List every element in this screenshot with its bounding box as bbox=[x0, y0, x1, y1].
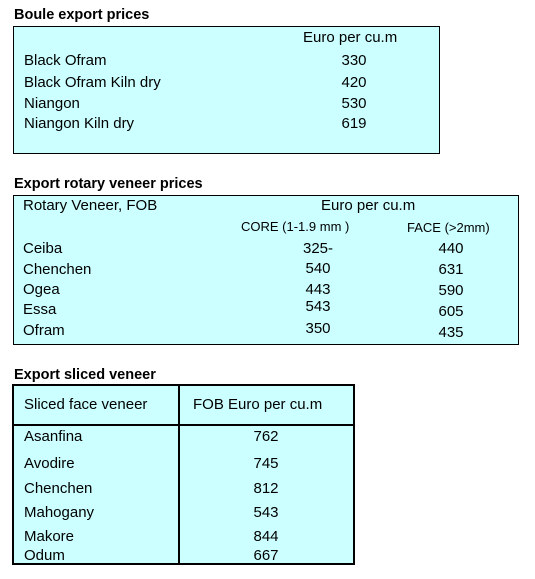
sliced-header-divider bbox=[14, 424, 353, 426]
rotary-row-core: 350 bbox=[305, 320, 331, 337]
boule-row-name: Black Ofram bbox=[24, 52, 107, 69]
rotary-row-core: 443 bbox=[305, 281, 331, 298]
sliced-row-name: Avodire bbox=[24, 455, 75, 472]
rotary-row-core: 325- bbox=[302, 240, 334, 257]
sliced-row-value: 812 bbox=[253, 480, 279, 497]
sliced-row-value: 844 bbox=[253, 528, 279, 545]
boule-title: Boule export prices bbox=[14, 7, 150, 23]
boule-row-name: Niangon bbox=[24, 95, 80, 112]
rotary-row-face: 590 bbox=[438, 282, 464, 299]
boule-table: Euro per cu.m Black Ofram 330 Black Ofra… bbox=[13, 26, 440, 154]
rotary-row-face: 605 bbox=[438, 303, 464, 320]
rotary-row-name: Essa bbox=[23, 301, 57, 318]
rotary-row-core: 540 bbox=[305, 260, 331, 277]
rotary-row-face: 440 bbox=[438, 240, 464, 257]
boule-row-value: 619 bbox=[341, 115, 367, 132]
rotary-row-name: Ceiba bbox=[23, 240, 63, 257]
rotary-row-core: 543 bbox=[305, 298, 331, 315]
sliced-column-divider bbox=[178, 386, 180, 563]
rotary-row-name: Chenchen bbox=[23, 261, 92, 278]
boule-row-value: 330 bbox=[341, 52, 367, 69]
sliced-row-value: 745 bbox=[253, 455, 279, 472]
rotary-unit-header: Euro per cu.m bbox=[321, 197, 416, 214]
rotary-row-name: Ogea bbox=[23, 281, 60, 298]
rotary-row-name: Ofram bbox=[23, 322, 65, 339]
rotary-col-face: FACE (>2mm) bbox=[407, 220, 490, 235]
boule-row-name: Niangon Kiln dry bbox=[24, 115, 135, 132]
rotary-table: Rotary Veneer, FOB Euro per cu.m CORE (1… bbox=[13, 195, 519, 345]
sliced-row-name: Asanfina bbox=[24, 428, 83, 445]
sliced-row-name: Chenchen bbox=[24, 480, 93, 497]
rotary-header-left: Rotary Veneer, FOB bbox=[23, 197, 158, 214]
sliced-row-name: Mahogany bbox=[24, 504, 95, 521]
rotary-title: Export rotary veneer prices bbox=[14, 176, 203, 192]
sliced-table: Sliced face veneer FOB Euro per cu.m Asa… bbox=[12, 384, 355, 565]
sliced-row-name: Odum bbox=[24, 547, 65, 564]
rotary-col-core: CORE (1-1.9 mm ) bbox=[241, 219, 350, 234]
boule-row-value: 420 bbox=[341, 74, 367, 91]
boule-unit-header: Euro per cu.m bbox=[303, 29, 398, 46]
sliced-row-value: 543 bbox=[253, 504, 279, 521]
rotary-row-face: 631 bbox=[438, 261, 464, 278]
boule-row-name: Black Ofram Kiln dry bbox=[24, 74, 161, 91]
sliced-row-value: 667 bbox=[253, 547, 279, 564]
sliced-col-name: Sliced face veneer bbox=[24, 396, 148, 413]
sliced-row-value: 762 bbox=[253, 428, 279, 445]
boule-row-value: 530 bbox=[341, 95, 367, 112]
sliced-title: Export sliced veneer bbox=[14, 367, 156, 383]
sliced-col-value: FOB Euro per cu.m bbox=[193, 396, 323, 413]
rotary-row-face: 435 bbox=[438, 324, 464, 341]
sliced-row-name: Makore bbox=[24, 528, 75, 545]
